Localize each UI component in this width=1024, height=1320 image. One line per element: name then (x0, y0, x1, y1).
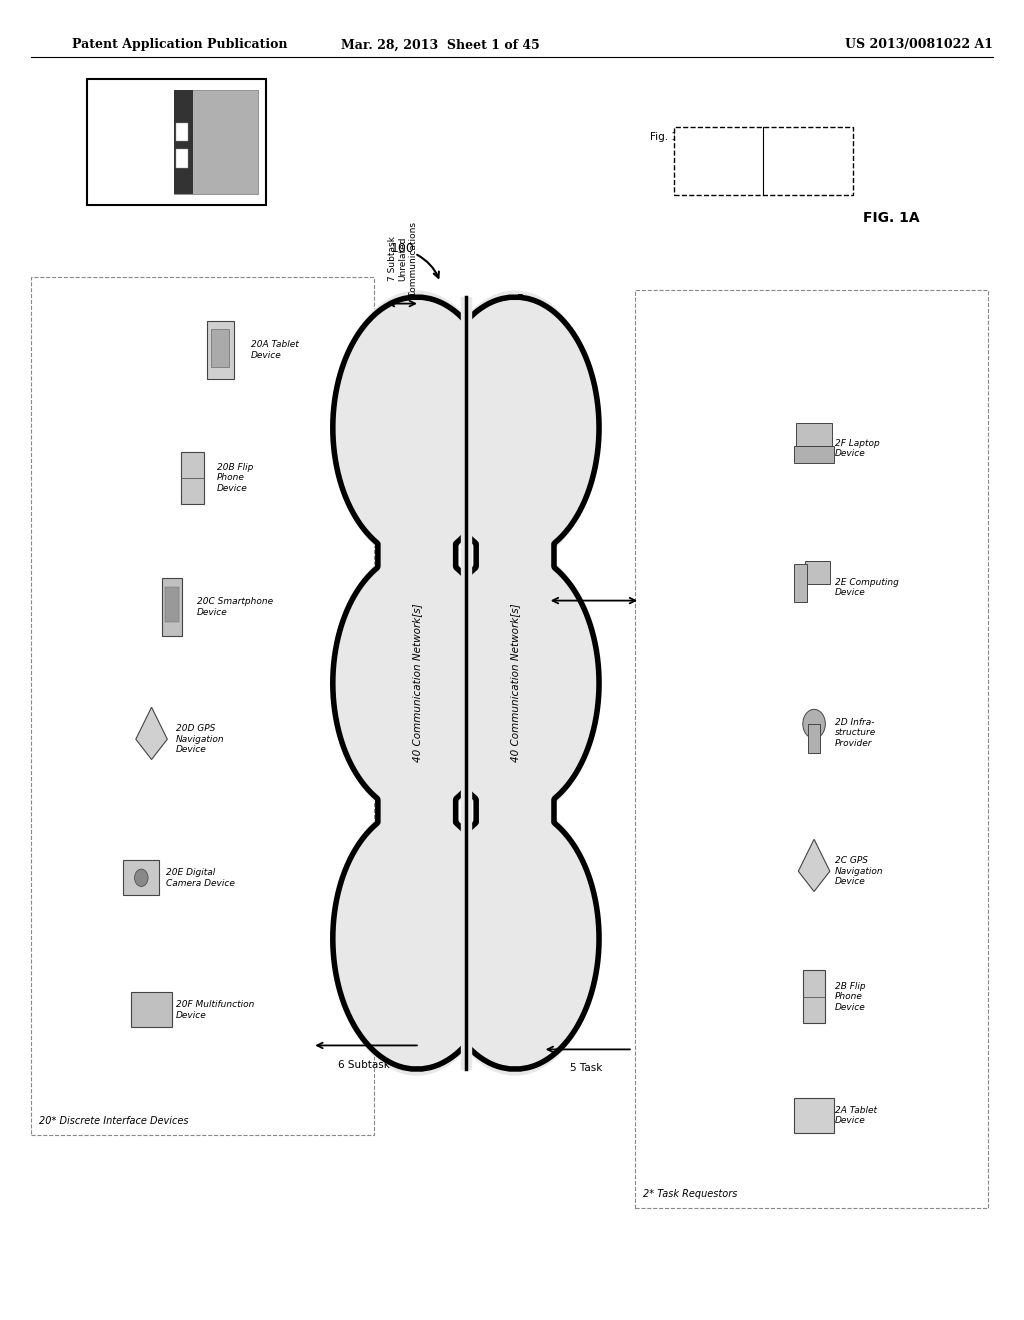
Text: 2B Flip
Phone
Device: 2B Flip Phone Device (835, 982, 865, 1011)
Text: Mar. 28, 2013  Sheet 1 of 45: Mar. 28, 2013 Sheet 1 of 45 (341, 38, 540, 51)
Text: Fig. 1A: Fig. 1A (679, 157, 708, 165)
Ellipse shape (431, 546, 599, 820)
Text: 2D Infra-
structure
Provider: 2D Infra- structure Provider (835, 718, 876, 747)
Polygon shape (131, 993, 172, 1027)
Text: Fig. 1: Fig. 1 (650, 132, 678, 143)
FancyBboxPatch shape (174, 90, 193, 194)
FancyBboxPatch shape (87, 79, 266, 205)
Ellipse shape (333, 290, 501, 565)
Text: 2F Laptop
Device: 2F Laptop Device (835, 440, 880, 458)
Text: 40 Communication Network[s]: 40 Communication Network[s] (510, 603, 520, 763)
Text: 6 Subtask: 6 Subtask (338, 1060, 389, 1071)
FancyBboxPatch shape (476, 735, 554, 886)
Text: 20E Digital
Camera Device: 20E Digital Camera Device (166, 869, 234, 887)
Text: 20F Multifunction
Device: 20F Multifunction Device (176, 1001, 255, 1019)
Text: 20D GPS
Navigation
Device: 20D GPS Navigation Device (176, 725, 224, 754)
Polygon shape (794, 446, 835, 463)
Text: 2E Computing
Device: 2E Computing Device (835, 578, 898, 597)
Polygon shape (165, 587, 179, 622)
Text: 5 Task: 5 Task (569, 1063, 602, 1073)
Polygon shape (803, 970, 825, 1023)
Polygon shape (123, 861, 160, 895)
Polygon shape (794, 564, 807, 602)
Text: 20A Tablet
Device: 20A Tablet Device (251, 341, 299, 359)
Text: Patent Application Publication: Patent Application Publication (72, 38, 287, 51)
FancyBboxPatch shape (176, 149, 188, 168)
Polygon shape (799, 840, 829, 891)
Circle shape (803, 709, 825, 738)
Text: 2C GPS
Navigation
Device: 2C GPS Navigation Device (835, 857, 883, 886)
Circle shape (134, 869, 148, 887)
Polygon shape (796, 422, 833, 446)
Ellipse shape (431, 801, 599, 1076)
Text: 3 Interface Device
Vendors: 3 Interface Device Vendors (92, 99, 112, 183)
Polygon shape (794, 1098, 835, 1133)
Ellipse shape (431, 290, 599, 565)
Polygon shape (461, 297, 471, 1069)
Ellipse shape (333, 801, 501, 1076)
FancyBboxPatch shape (378, 480, 456, 631)
FancyBboxPatch shape (378, 735, 456, 886)
FancyBboxPatch shape (476, 480, 554, 631)
Polygon shape (468, 297, 599, 1069)
Polygon shape (181, 451, 204, 504)
Polygon shape (333, 297, 464, 1069)
Ellipse shape (333, 546, 501, 820)
Text: 40 Communication Network[s]: 40 Communication Network[s] (412, 603, 422, 763)
Polygon shape (805, 561, 829, 585)
Text: 20C Smartphone
Device: 20C Smartphone Device (197, 598, 272, 616)
Polygon shape (211, 330, 229, 367)
Text: 20B Flip
Phone
Device: 20B Flip Phone Device (217, 463, 254, 492)
Text: 2A Tablet
Device: 2A Tablet Device (835, 1106, 877, 1125)
Text: 2* Task Requestors: 2* Task Requestors (643, 1188, 737, 1199)
FancyBboxPatch shape (176, 123, 188, 141)
Text: 20* Discrete Interface Devices: 20* Discrete Interface Devices (39, 1115, 188, 1126)
Polygon shape (162, 578, 182, 636)
Text: US 2013/0081022 A1: US 2013/0081022 A1 (845, 38, 993, 51)
Text: 7 Subtask
Unrelated
Communications: 7 Subtask Unrelated Communications (387, 220, 418, 297)
FancyBboxPatch shape (674, 127, 853, 195)
Polygon shape (809, 723, 819, 752)
Text: 100: 100 (390, 242, 415, 255)
Text: Fig. 1B: Fig. 1B (768, 157, 797, 165)
Polygon shape (207, 321, 233, 379)
Text: FIG. 1A: FIG. 1A (862, 211, 920, 224)
Polygon shape (136, 708, 167, 759)
FancyBboxPatch shape (174, 90, 258, 194)
